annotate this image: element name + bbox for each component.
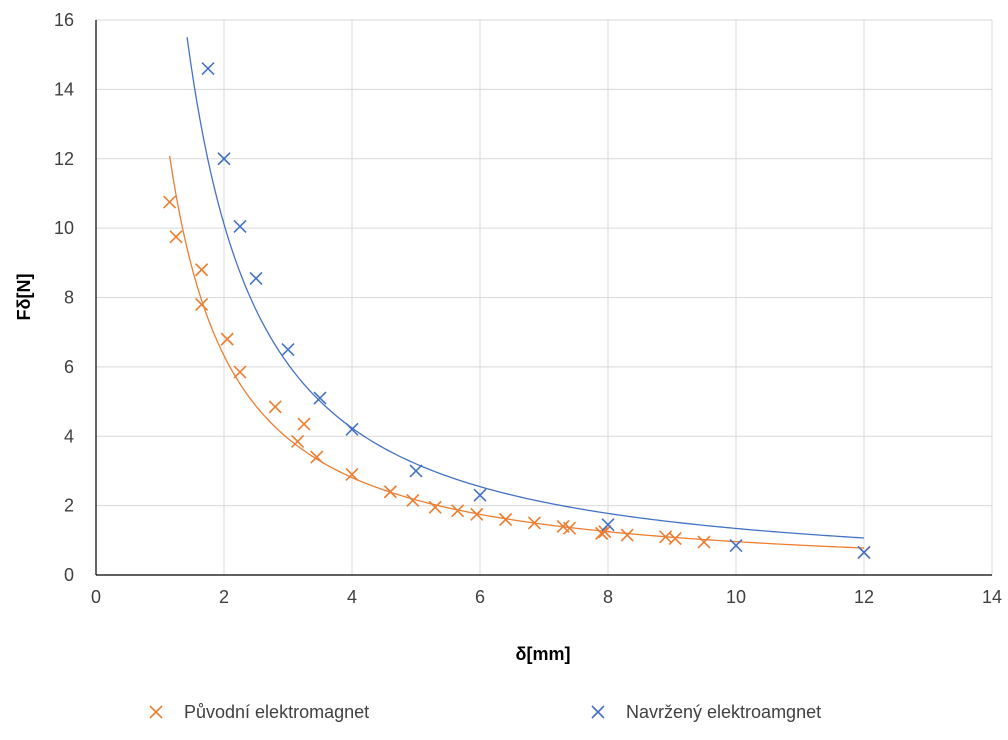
data-point-series-0 bbox=[406, 493, 420, 507]
data-point-series-0 bbox=[620, 528, 634, 542]
x-tick-label: 2 bbox=[219, 587, 229, 607]
x-tick-label: 8 bbox=[603, 587, 613, 607]
y-tick-label: 6 bbox=[64, 357, 74, 377]
data-point-series-0 bbox=[268, 400, 282, 414]
data-point-series-0 bbox=[383, 485, 397, 499]
data-point-series-0 bbox=[668, 532, 682, 546]
data-point-series-1 bbox=[473, 488, 487, 502]
data-point-series-1 bbox=[345, 422, 359, 436]
data-point-series-0 bbox=[595, 526, 609, 540]
y-tick-label: 2 bbox=[64, 496, 74, 516]
legend-label-original: Původní elektromagnet bbox=[184, 702, 369, 722]
x-tick-label: 4 bbox=[347, 587, 357, 607]
data-point-series-1 bbox=[217, 152, 231, 166]
y-tick-label: 16 bbox=[54, 10, 74, 30]
data-point-series-0 bbox=[291, 434, 305, 449]
data-point-series-0 bbox=[195, 263, 209, 277]
data-point-series-0 bbox=[451, 504, 465, 518]
x-axis-title: δ[mm] bbox=[516, 644, 571, 664]
legend-item-original: Původní elektromagnet bbox=[149, 702, 369, 722]
y-tick-label: 8 bbox=[64, 288, 74, 308]
data-point-series-1 bbox=[281, 342, 295, 357]
axes bbox=[95, 20, 992, 576]
x-tick-label: 0 bbox=[91, 587, 101, 607]
data-point-series-1 bbox=[729, 538, 743, 553]
data-point-series-0 bbox=[163, 195, 177, 209]
x-tick-label: 14 bbox=[982, 587, 1002, 607]
data-point-series-0 bbox=[169, 230, 183, 244]
data-point-series-0 bbox=[499, 512, 513, 527]
data-point-series-1 bbox=[857, 545, 871, 560]
data-point-series-0 bbox=[428, 500, 442, 514]
y-axis-title: Fδ[N] bbox=[14, 274, 34, 321]
grid-lines bbox=[96, 19, 993, 575]
data-point-series-1 bbox=[249, 271, 263, 285]
data-point-series-0 bbox=[563, 521, 577, 535]
y-tick-label: 4 bbox=[64, 426, 74, 446]
data-point-series-1 bbox=[233, 219, 247, 233]
x-tick-label: 6 bbox=[475, 587, 485, 607]
legend-marker-original bbox=[149, 705, 163, 719]
trendline-series-0 bbox=[168, 155, 865, 549]
data-point-series-1 bbox=[601, 518, 615, 532]
legend: Původní elektromagnet Navržený elektroam… bbox=[149, 702, 821, 722]
trendlines bbox=[168, 37, 865, 549]
tick-labels: 0 2 4 6 8 10 12 14 0 2 4 6 8 10 12 14 16 bbox=[54, 10, 1002, 607]
data-point-series-0 bbox=[527, 516, 541, 530]
legend-marker-x bbox=[591, 705, 605, 719]
data-point-series-0 bbox=[310, 450, 324, 464]
y-tick-label: 12 bbox=[54, 149, 74, 169]
data-point-series-0 bbox=[345, 467, 359, 481]
legend-marker-x bbox=[149, 705, 163, 719]
x-tick-label: 12 bbox=[854, 587, 874, 607]
data-point-series-1 bbox=[201, 61, 215, 76]
legend-label-designed: Navržený elektroamgnet bbox=[626, 702, 821, 722]
x-tick-label: 10 bbox=[726, 587, 746, 607]
y-tick-label: 10 bbox=[54, 218, 74, 238]
y-tick-label: 14 bbox=[54, 79, 74, 99]
data-point-series-0 bbox=[697, 535, 711, 549]
data-point-series-0 bbox=[470, 507, 484, 521]
data-points bbox=[163, 61, 871, 560]
data-point-series-1 bbox=[313, 391, 327, 405]
data-point-series-1 bbox=[409, 464, 423, 478]
legend-marker-designed bbox=[591, 705, 605, 719]
data-point-series-0 bbox=[598, 525, 612, 539]
trendline-series-1 bbox=[186, 37, 865, 539]
data-point-series-0 bbox=[233, 365, 247, 379]
data-point-series-0 bbox=[220, 332, 234, 346]
data-point-series-0 bbox=[195, 297, 209, 312]
legend-item-designed: Navržený elektroamgnet bbox=[591, 702, 821, 722]
y-tick-label: 0 bbox=[64, 565, 74, 585]
data-point-series-0 bbox=[297, 417, 311, 431]
